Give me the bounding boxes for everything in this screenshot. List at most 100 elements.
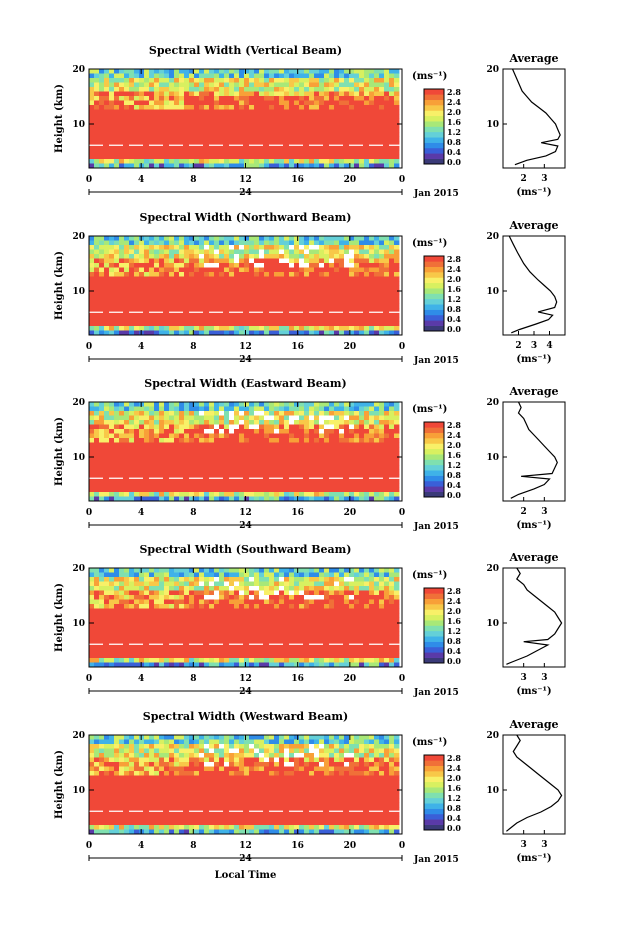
heatmap-cell	[329, 317, 335, 322]
heatmap-cell	[104, 136, 110, 142]
heatmap-cell	[244, 132, 250, 137]
heatmap-cell	[219, 91, 225, 97]
heatmap-cell	[114, 78, 120, 83]
heatmap-cell	[289, 245, 295, 250]
heatmap-cell	[394, 303, 400, 309]
heatmap-cell	[344, 586, 350, 591]
heatmap-cell	[294, 272, 300, 277]
heatmap-cell	[294, 154, 300, 160]
heatmap-cell	[284, 483, 290, 488]
heatmap-cell	[249, 109, 255, 115]
heatmap-cell	[219, 438, 225, 443]
heatmap-cell	[284, 258, 290, 264]
heatmap-cell	[189, 69, 195, 74]
heatmap-cell	[319, 465, 325, 470]
heatmap-cell	[149, 294, 155, 300]
heatmap-cell	[109, 590, 115, 596]
heatmap-cell	[139, 568, 145, 573]
heatmap-cell	[129, 96, 135, 101]
heatmap-cell	[384, 96, 390, 101]
heatmap-cell	[129, 159, 135, 164]
heatmap-cell	[354, 451, 360, 457]
heatmap-cell	[269, 429, 275, 434]
heatmap-cell	[194, 577, 200, 582]
heatmap-cell	[254, 118, 260, 124]
heatmap-cell	[194, 581, 200, 587]
heatmap-cell	[159, 263, 165, 268]
colorbar-segment	[424, 121, 444, 127]
heatmap-cell	[159, 599, 165, 605]
heatmap-cell	[304, 240, 310, 246]
heatmap-cell	[359, 136, 365, 142]
heatmap-cell	[239, 118, 245, 124]
heatmap-cell	[154, 581, 160, 587]
heatmap-cell	[159, 572, 165, 578]
heatmap-cell	[139, 145, 145, 151]
heatmap-cell	[94, 438, 100, 443]
heatmap-cell	[269, 599, 275, 605]
heatmap-cell	[104, 123, 110, 128]
heatmap-cell	[179, 127, 185, 133]
heatmap-cell	[279, 263, 285, 268]
heatmap-cell	[129, 91, 135, 97]
heatmap-cell	[219, 87, 225, 92]
heatmap-cell	[239, 123, 245, 128]
heatmap-cell	[259, 483, 265, 488]
heatmap-cell	[199, 474, 205, 479]
heatmap-cell	[129, 263, 135, 268]
heatmap-cell	[364, 294, 370, 300]
heatmap-cell	[314, 127, 320, 133]
heatmap-cell	[379, 163, 385, 169]
heatmap-cell	[279, 577, 285, 582]
heatmap-cell	[214, 136, 220, 142]
heatmap-cell	[294, 568, 300, 573]
heatmap-cell	[279, 321, 285, 327]
heatmap-cell	[339, 411, 345, 416]
heatmap-cell	[349, 433, 355, 439]
heatmap-cell	[99, 568, 105, 573]
heatmap-cell	[144, 69, 150, 74]
heatmap-cell	[179, 487, 185, 493]
heatmap-cell	[384, 159, 390, 164]
heatmap-cell	[114, 114, 120, 119]
heatmap-cell	[204, 572, 210, 578]
heatmap-cell	[139, 317, 145, 322]
heatmap-cell	[259, 123, 265, 128]
heatmap-cell	[184, 411, 190, 416]
heatmap-cell	[384, 245, 390, 250]
heatmap-cell	[94, 312, 100, 318]
heatmap-cell	[199, 118, 205, 124]
heatmap-cell	[249, 78, 255, 83]
heatmap-cell	[299, 613, 305, 618]
heatmap-cell	[104, 91, 110, 97]
heatmap-cell	[109, 163, 115, 169]
heatmap-cell	[369, 100, 375, 106]
heatmap-cell	[314, 91, 320, 97]
heatmap-cell	[124, 78, 130, 83]
heatmap-cell	[244, 114, 250, 119]
heatmap-cell	[199, 326, 205, 331]
heatmap-cell	[364, 285, 370, 291]
heatmap-cell	[204, 483, 210, 488]
colorbar-tick-label: 0.4	[447, 147, 461, 157]
heatmap-cell	[219, 73, 225, 79]
heatmap-cell	[309, 91, 315, 97]
heatmap-cell	[279, 496, 285, 502]
heatmap-cell	[209, 154, 215, 160]
heatmap-cell	[139, 236, 145, 241]
heatmap-cell	[394, 581, 400, 587]
heatmap-cell	[344, 487, 350, 493]
heatmap-cell	[329, 132, 335, 137]
heatmap-cell	[109, 577, 115, 582]
heatmap-cell	[199, 249, 205, 255]
heatmap-cell	[214, 496, 220, 502]
heatmap-cell	[299, 136, 305, 142]
heatmap-cell	[269, 424, 275, 430]
heatmap-cell	[249, 145, 255, 151]
heatmap-cell	[254, 267, 260, 273]
heatmap-cell	[264, 91, 270, 97]
heatmap-cell	[304, 159, 310, 164]
heatmap-cell	[324, 586, 330, 591]
heatmap-cell	[289, 141, 295, 146]
avg-x-tick-label: 3	[541, 507, 547, 517]
